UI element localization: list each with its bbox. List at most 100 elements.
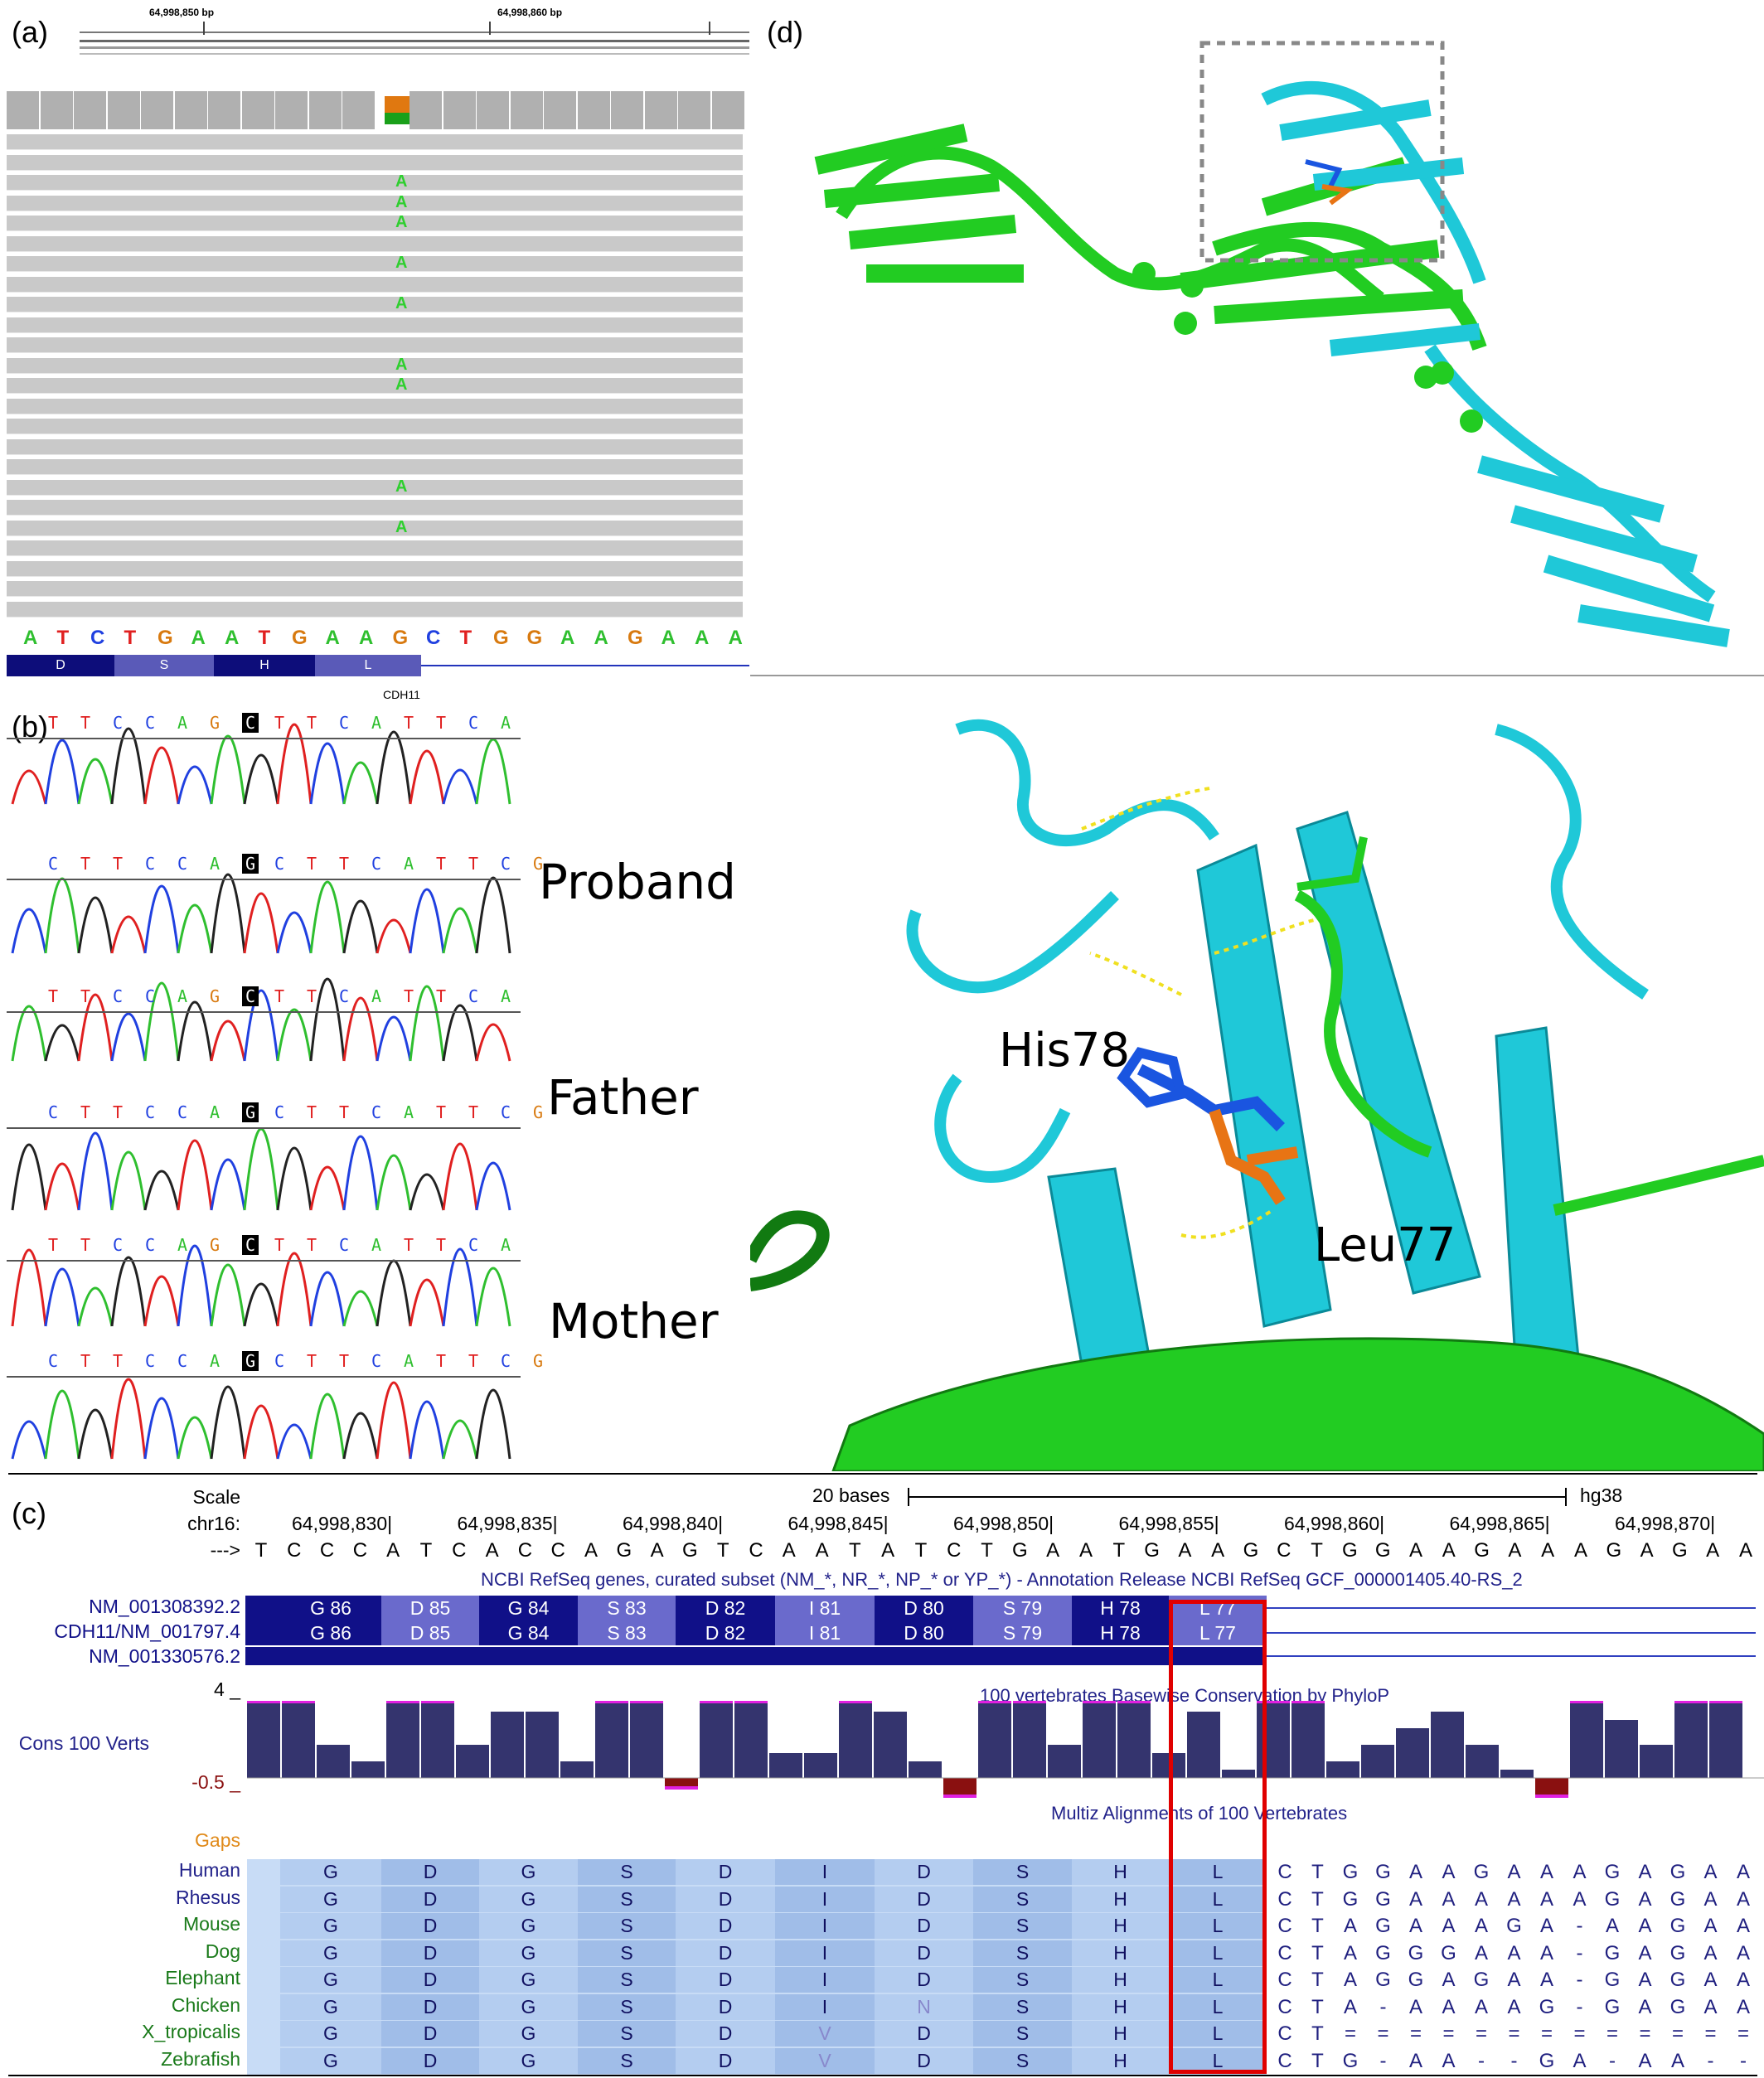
coverage-bar bbox=[7, 91, 39, 129]
reference-base: G bbox=[493, 627, 509, 649]
scale-bar bbox=[908, 1496, 1567, 1498]
trace-peak bbox=[11, 1248, 47, 1327]
trace-base: A bbox=[177, 986, 188, 1006]
reference-base: T bbox=[56, 627, 70, 649]
aa-residue: G bbox=[323, 1969, 338, 1990]
cons-cap bbox=[386, 1701, 419, 1703]
trace-peak bbox=[475, 1161, 511, 1211]
alignment-cell bbox=[1072, 1940, 1169, 1966]
cons-bar bbox=[1361, 1745, 1394, 1778]
aligned-base: A bbox=[1408, 2049, 1422, 2072]
reference-base: G bbox=[292, 627, 308, 649]
cons-cap bbox=[1292, 1701, 1325, 1703]
cons-bar bbox=[734, 1703, 768, 1778]
species-label: Mouse bbox=[182, 1913, 240, 1935]
trace-base: G bbox=[242, 854, 259, 874]
aligned-base: C bbox=[1277, 1915, 1292, 1937]
intron-line bbox=[421, 665, 749, 666]
alignment-cell bbox=[973, 2021, 1072, 2047]
aligned-base: C bbox=[1277, 1861, 1292, 1883]
trace-peak bbox=[475, 1388, 511, 1460]
alignment-cell bbox=[775, 2047, 875, 2074]
aa-residue: I bbox=[821, 1887, 828, 1910]
strand-arrow: ---> bbox=[210, 1539, 240, 1561]
trace-base: C bbox=[274, 854, 285, 874]
igv-ruler bbox=[80, 31, 749, 33]
alignment-cell bbox=[381, 1859, 479, 1885]
aligned-base: = bbox=[1508, 2022, 1520, 2045]
aa-residue: D bbox=[423, 1861, 438, 1882]
trace-base: T bbox=[274, 1235, 285, 1255]
alignment-cell bbox=[1169, 1967, 1267, 1993]
trace-base: T bbox=[436, 986, 447, 1006]
aa-residue: S bbox=[620, 1969, 633, 1990]
cons-bar bbox=[1292, 1703, 1325, 1778]
aligned-base: A bbox=[1343, 1941, 1357, 1964]
cons-neg-bar bbox=[665, 1778, 698, 1786]
coverage-bar bbox=[644, 91, 677, 129]
trace-peak bbox=[376, 730, 412, 805]
alignment-cell bbox=[280, 1886, 381, 1912]
dna-base: A bbox=[881, 1539, 895, 1562]
aligned-base: A bbox=[1539, 1887, 1553, 1911]
aa-residue: D bbox=[917, 2049, 931, 2071]
aligned-base: A bbox=[1474, 1941, 1488, 1964]
alignment-cell bbox=[280, 1967, 381, 1993]
trace-peak bbox=[44, 1267, 80, 1327]
aa-residue: D bbox=[718, 1995, 733, 2017]
aa-residue: G bbox=[323, 2022, 338, 2044]
trace-peak bbox=[77, 993, 114, 1062]
alignment-cell bbox=[775, 1859, 875, 1885]
trace-base: C bbox=[501, 1351, 511, 1371]
species-label: X_tropicalis bbox=[142, 2021, 240, 2042]
aa-residue: S bbox=[1015, 2022, 1030, 2044]
species-label: Dog bbox=[205, 1940, 240, 1962]
trace-peak bbox=[309, 1271, 346, 1327]
trace-base: C bbox=[339, 1235, 350, 1255]
coord-label-1: 64,998,850 bp bbox=[149, 7, 215, 18]
trace-base: T bbox=[80, 1235, 91, 1255]
aligned-base: A bbox=[1442, 1969, 1456, 1991]
trace-peak bbox=[276, 1008, 313, 1062]
aa-residue: L bbox=[1212, 1861, 1224, 1882]
aa-residue: I bbox=[821, 1861, 828, 1882]
trace-peak bbox=[77, 1408, 114, 1460]
aa-residue: D bbox=[718, 1969, 733, 1990]
dna-base: A bbox=[386, 1539, 400, 1562]
aligned-base: C bbox=[1277, 1969, 1292, 1991]
trace-peak bbox=[177, 1139, 213, 1211]
aligned-base: = bbox=[1737, 2022, 1749, 2045]
dna-base: G bbox=[1342, 1539, 1358, 1562]
reference-base: G bbox=[158, 627, 173, 649]
alignment-cell bbox=[973, 2047, 1072, 2074]
intron-line bbox=[1267, 1632, 1756, 1634]
aligned-base: G bbox=[1670, 1995, 1686, 2018]
cons-cap bbox=[1257, 1701, 1290, 1703]
dna-base: T bbox=[254, 1539, 268, 1562]
aa-residue: D bbox=[917, 1861, 931, 1882]
read-row bbox=[7, 154, 743, 171]
coverage-bar bbox=[241, 91, 274, 129]
aa-residue: G bbox=[323, 1887, 338, 1910]
aligned-base: G bbox=[1473, 1861, 1490, 1883]
alignment-cell bbox=[676, 1940, 775, 1966]
cons-bar bbox=[700, 1703, 733, 1778]
trace-peak bbox=[44, 1389, 80, 1460]
cons-bar bbox=[1257, 1703, 1290, 1778]
dna-base: A bbox=[650, 1539, 664, 1562]
trace-base: A bbox=[501, 713, 511, 733]
aligned-base: G bbox=[1506, 1915, 1522, 1937]
exon-block: D 85 bbox=[381, 1620, 479, 1645]
gene-name: CDH11 bbox=[383, 688, 420, 701]
cons-bar bbox=[526, 1712, 559, 1778]
aligned-base: G bbox=[1342, 2049, 1359, 2072]
alignment-cell bbox=[578, 2047, 676, 2074]
cons-bar bbox=[386, 1703, 419, 1778]
aa-segment: H bbox=[214, 655, 315, 676]
aligned-base: - bbox=[1576, 1941, 1583, 1964]
reference-base: G bbox=[392, 627, 409, 649]
aligned-base: A bbox=[1539, 1915, 1553, 1937]
zoom-region-box bbox=[1199, 41, 1445, 263]
trace-peak bbox=[342, 1290, 379, 1327]
trace-base: A bbox=[371, 986, 382, 1006]
